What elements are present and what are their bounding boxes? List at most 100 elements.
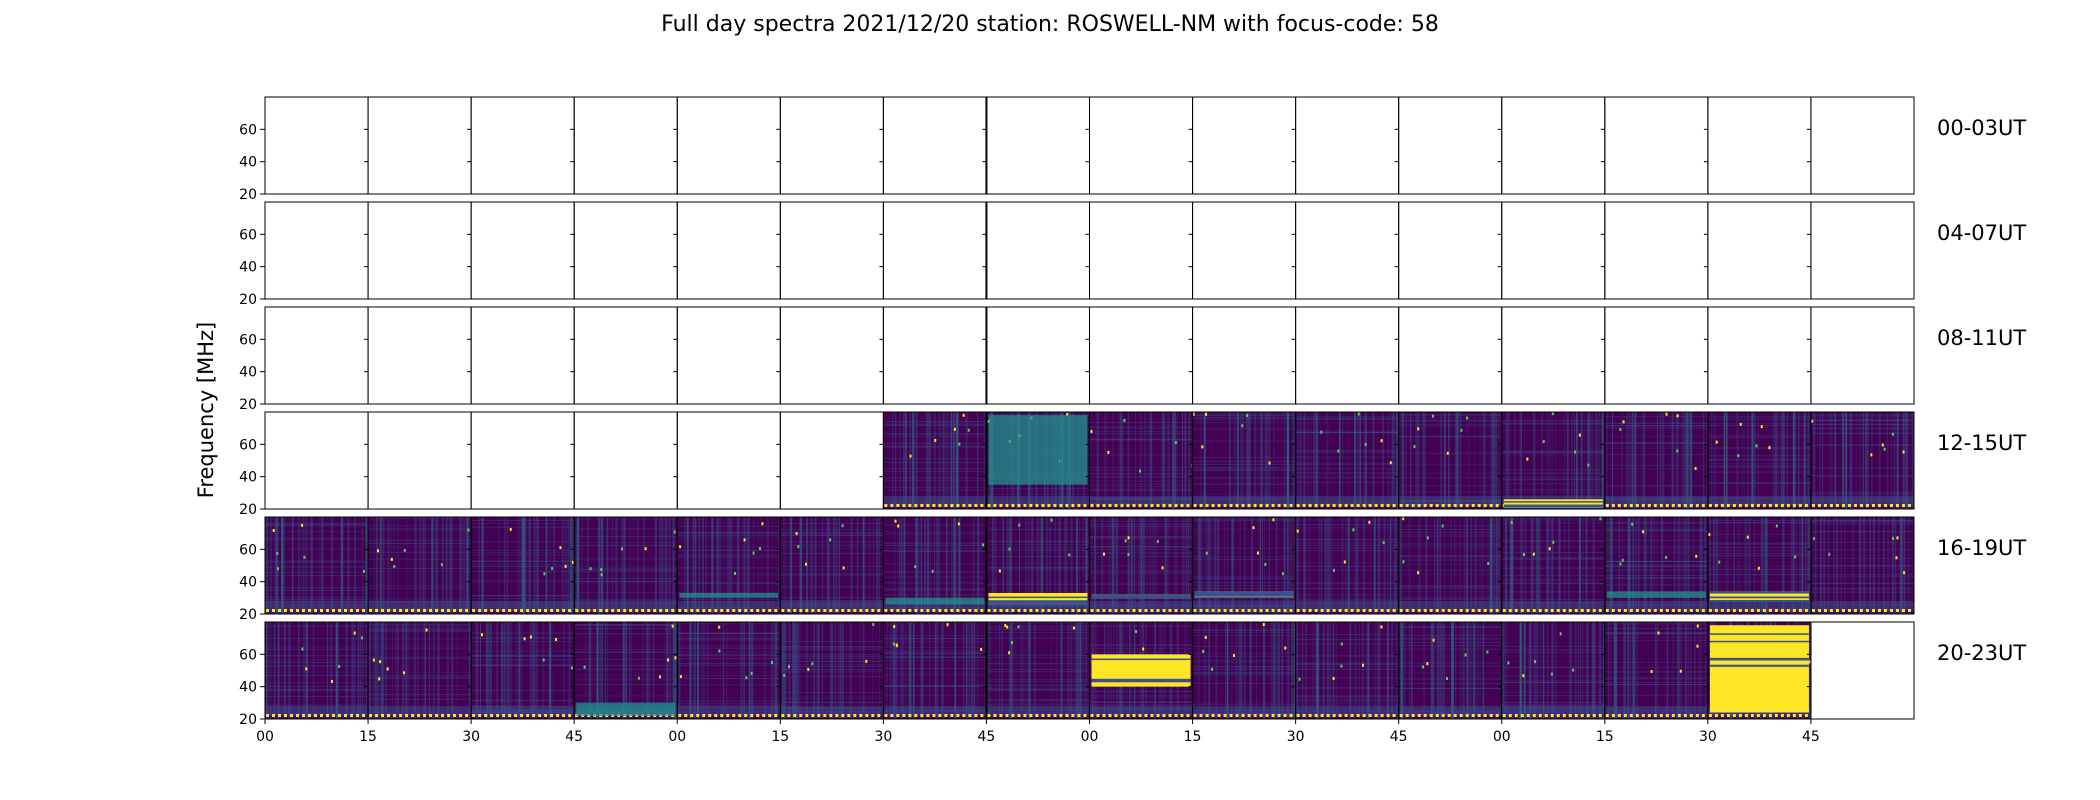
spectral-streak	[520, 622, 523, 719]
spectral-streak	[380, 622, 382, 719]
spectral-streak	[1203, 412, 1206, 509]
spectral-streak	[1690, 622, 1692, 719]
burst-band	[1503, 499, 1603, 509]
baseline-dot	[1689, 609, 1693, 612]
spectral-spot	[330, 679, 333, 683]
baseline-dot	[1289, 609, 1293, 612]
spectral-streak	[1655, 622, 1657, 719]
spectral-streak	[1046, 517, 1048, 614]
baseline-dot	[1265, 504, 1269, 507]
panel-08-11UT-11	[1398, 307, 1502, 404]
spectral-line	[471, 566, 575, 567]
panel-background	[1604, 622, 1708, 719]
spectral-streak	[459, 517, 461, 614]
spectral-line	[368, 525, 472, 527]
spectral-line	[1398, 585, 1502, 587]
baseline-dot	[1653, 504, 1657, 507]
spectral-line	[1089, 439, 1193, 441]
spectral-streak	[1345, 517, 1347, 614]
spectral-spot	[811, 662, 814, 666]
spectral-streak	[1119, 412, 1122, 509]
spectral-streak	[1551, 517, 1554, 614]
spectral-line	[986, 663, 1090, 665]
spectral-line	[1501, 552, 1605, 554]
spectral-streak	[1712, 517, 1715, 614]
baseline-dot	[956, 504, 960, 507]
spectral-streak	[1855, 412, 1857, 509]
spectral-line	[368, 717, 472, 719]
spectral-streak	[1444, 517, 1446, 614]
baseline-dot	[1368, 714, 1372, 717]
spectral-line	[1398, 645, 1502, 647]
spectral-streak	[1167, 412, 1170, 509]
spectral-streak	[1284, 412, 1286, 509]
spectral-streak	[1349, 622, 1351, 719]
panel-00-03UT-9	[1192, 97, 1296, 194]
spectral-streak	[1497, 412, 1500, 509]
spectral-line	[1192, 588, 1296, 590]
spectral-streak	[1211, 517, 1213, 614]
spectral-line	[265, 646, 369, 648]
baseline-dot	[696, 609, 700, 612]
spectral-line	[471, 581, 575, 583]
spectral-streak	[365, 517, 368, 614]
spectral-line	[883, 650, 987, 652]
spectral-streak	[535, 622, 538, 719]
spectral-streak	[327, 622, 329, 719]
spectral-spot	[962, 413, 965, 417]
spectral-streak	[1172, 412, 1174, 509]
spectral-spot	[1432, 638, 1435, 642]
baseline-dot	[1780, 714, 1784, 717]
spectral-line	[471, 554, 575, 556]
baseline-dot	[1598, 609, 1602, 612]
baseline-dot	[1005, 609, 1009, 612]
baseline-dot	[1174, 504, 1178, 507]
spectral-line	[883, 433, 987, 435]
spectral-streak	[1829, 412, 1831, 509]
spectral-streak	[476, 622, 479, 719]
spectral-streak	[1666, 622, 1669, 719]
spectral-streak	[533, 517, 535, 614]
row-08-11UT	[265, 307, 1914, 404]
spectral-streak	[1287, 412, 1289, 509]
baseline-dot	[381, 609, 385, 612]
baseline-dot	[1065, 714, 1069, 717]
spectral-streak	[828, 517, 830, 614]
spectral-streak	[956, 412, 959, 509]
panel-08-11UT-5	[780, 307, 884, 404]
spectral-line	[1089, 556, 1193, 557]
spectral-streak	[1316, 622, 1318, 719]
baseline-dot	[1411, 714, 1415, 717]
low-band-noise	[1604, 601, 1708, 611]
spectral-streak	[469, 622, 471, 719]
baseline-dot	[1701, 609, 1705, 612]
spectral-streak	[1121, 412, 1124, 509]
spectral-line	[265, 689, 369, 691]
spectral-spot	[1174, 441, 1177, 445]
spectral-streak	[1291, 622, 1293, 719]
spectral-line	[368, 598, 472, 600]
spectral-line	[1604, 425, 1708, 427]
spectral-streak	[1550, 412, 1552, 509]
spectral-streak	[1530, 517, 1534, 614]
spectral-streak	[736, 517, 739, 614]
spectral-line	[1089, 480, 1193, 482]
spectral-streak	[1727, 412, 1728, 509]
spectral-line	[677, 549, 781, 551]
spectral-spot	[1103, 552, 1106, 556]
spectral-line	[574, 651, 678, 653]
spectral-streak	[625, 622, 628, 719]
spectral-line	[1089, 644, 1193, 646]
baseline-dot	[908, 714, 912, 717]
baseline-dot	[478, 609, 482, 612]
panel-16-19UT-15	[1810, 517, 1914, 614]
spectral-streak	[1470, 517, 1472, 614]
spectral-streak	[690, 622, 693, 719]
spectral-streak	[563, 517, 565, 614]
spectral-spot	[583, 665, 586, 669]
spectral-streak	[1015, 622, 1017, 719]
spectral-streak	[1441, 622, 1444, 719]
panel-background	[1604, 412, 1708, 509]
baseline-dot	[1235, 504, 1239, 507]
spectral-streak	[1440, 412, 1442, 509]
